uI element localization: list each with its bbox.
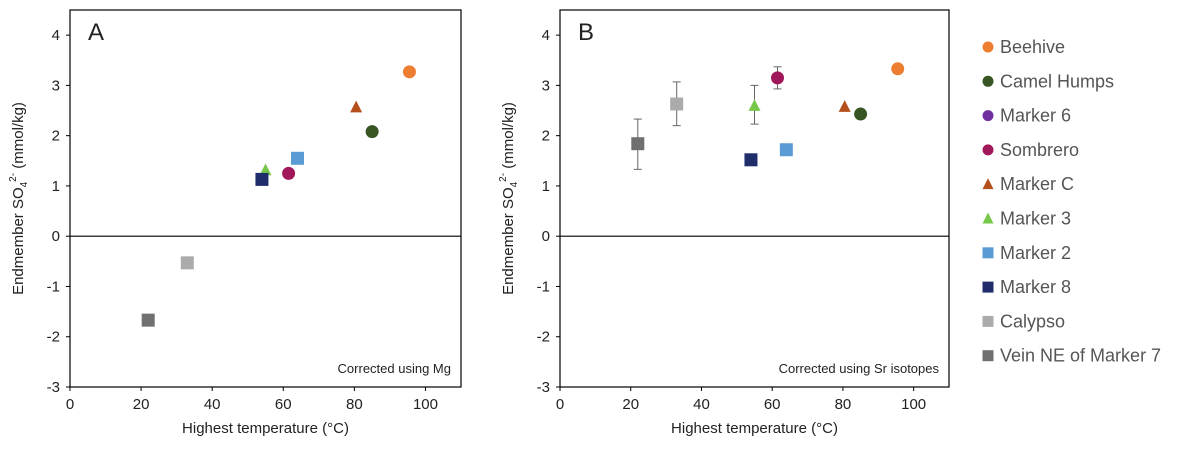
y-tick-label: -1 xyxy=(537,278,550,295)
x-tick-label: 60 xyxy=(764,396,781,413)
legend-marker-beehive xyxy=(983,42,994,53)
y-tick-label: 4 xyxy=(52,27,60,44)
point-marker-3 xyxy=(749,99,761,111)
point-sombrero xyxy=(282,167,295,180)
y-tick-label: 3 xyxy=(52,77,60,94)
panel-label: B xyxy=(578,19,594,46)
point-marker-c xyxy=(350,101,362,113)
legend-label: Marker 8 xyxy=(1000,277,1071,297)
legend-label: Camel Humps xyxy=(1000,71,1114,91)
x-tick-label: 100 xyxy=(413,396,438,413)
legend-item-camel-humps: Camel Humps xyxy=(983,71,1115,91)
legend-item-marker-c: Marker C xyxy=(983,174,1075,194)
legend-marker-calypso xyxy=(983,316,994,327)
y-tick-label: 2 xyxy=(542,128,550,145)
y-tick-label: -1 xyxy=(47,278,60,295)
y-tick-label: -3 xyxy=(537,379,550,396)
point-marker-2 xyxy=(291,152,304,165)
x-tick-label: 20 xyxy=(622,396,639,413)
point-calypso xyxy=(181,256,194,269)
legend-item-marker-6: Marker 6 xyxy=(983,106,1072,126)
x-tick-label: 40 xyxy=(693,396,710,413)
legend-label: Marker C xyxy=(1000,174,1074,194)
legend-label: Beehive xyxy=(1000,37,1065,57)
legend-marker-vein-ne-of-marker-7 xyxy=(983,350,994,361)
y-tick-label: 1 xyxy=(542,178,550,195)
legend-marker-marker-c xyxy=(983,178,994,189)
legend-item-vein-ne-of-marker-7: Vein NE of Marker 7 xyxy=(983,346,1162,366)
point-marker-2 xyxy=(780,143,793,156)
legend-label: Marker 3 xyxy=(1000,209,1071,229)
point-marker-8 xyxy=(255,173,268,186)
point-beehive xyxy=(403,65,416,78)
point-calypso xyxy=(670,97,683,110)
panel-label: A xyxy=(88,19,104,46)
y-tick-label: 0 xyxy=(52,228,60,245)
y-tick-label: -2 xyxy=(537,329,550,346)
legend-item-sombrero: Sombrero xyxy=(983,140,1080,160)
point-camel-humps xyxy=(854,108,867,121)
point-beehive xyxy=(891,62,904,75)
x-tick-label: 40 xyxy=(204,396,221,413)
legend-item-marker-8: Marker 8 xyxy=(983,277,1072,297)
x-tick-label: 0 xyxy=(66,396,74,413)
x-tick-label: 80 xyxy=(835,396,852,413)
legend-marker-camel-humps xyxy=(983,76,994,87)
y-tick-label: -2 xyxy=(47,329,60,346)
y-axis-label: Endmember SO42- (mmol/kg) xyxy=(498,102,520,295)
legend-item-calypso: Calypso xyxy=(983,311,1066,331)
panel-annotation: Corrected using Mg xyxy=(338,361,451,376)
legend-item-beehive: Beehive xyxy=(983,37,1066,57)
plot-frame xyxy=(560,10,949,387)
legend-marker-sombrero xyxy=(983,144,994,155)
x-axis-label: Highest temperature (°C) xyxy=(182,420,349,437)
point-marker-8 xyxy=(744,153,757,166)
plot-frame xyxy=(70,10,461,387)
legend-item-marker-2: Marker 2 xyxy=(983,243,1072,263)
point-camel-humps xyxy=(366,125,379,138)
point-vein-ne-of-marker-7 xyxy=(631,137,644,150)
y-tick-label: 0 xyxy=(542,228,550,245)
y-axis-label: Endmember SO42- (mmol/kg) xyxy=(8,102,30,295)
legend: Beehive Camel Humps Marker 6 Sombrero Marker… xyxy=(983,37,1162,366)
x-tick-label: 80 xyxy=(346,396,363,413)
legend-label: Calypso xyxy=(1000,311,1065,331)
legend-label: Marker 2 xyxy=(1000,243,1071,263)
legend-item-marker-3: Marker 3 xyxy=(983,209,1072,229)
y-tick-label: 1 xyxy=(52,178,60,195)
legend-label: Marker 6 xyxy=(1000,106,1071,126)
x-axis-label: Highest temperature (°C) xyxy=(671,420,838,437)
point-marker-c xyxy=(839,100,851,112)
x-tick-label: 20 xyxy=(133,396,150,413)
x-tick-label: 100 xyxy=(901,396,926,413)
point-sombrero xyxy=(771,71,784,84)
y-tick-label: 2 xyxy=(52,128,60,145)
legend-label: Vein NE of Marker 7 xyxy=(1000,346,1161,366)
x-tick-label: 60 xyxy=(275,396,292,413)
legend-label: Sombrero xyxy=(1000,140,1079,160)
x-tick-label: 0 xyxy=(556,396,564,413)
panel-annotation: Corrected using Sr isotopes xyxy=(779,361,940,376)
legend-marker-marker-3 xyxy=(983,213,994,224)
legend-marker-marker-8 xyxy=(983,282,994,293)
point-vein-ne-of-marker-7 xyxy=(142,314,155,327)
y-tick-label: 4 xyxy=(542,27,550,44)
y-tick-label: 3 xyxy=(542,77,550,94)
legend-marker-marker-2 xyxy=(983,247,994,258)
y-tick-label: -3 xyxy=(47,379,60,396)
legend-marker-marker-6 xyxy=(983,110,994,121)
